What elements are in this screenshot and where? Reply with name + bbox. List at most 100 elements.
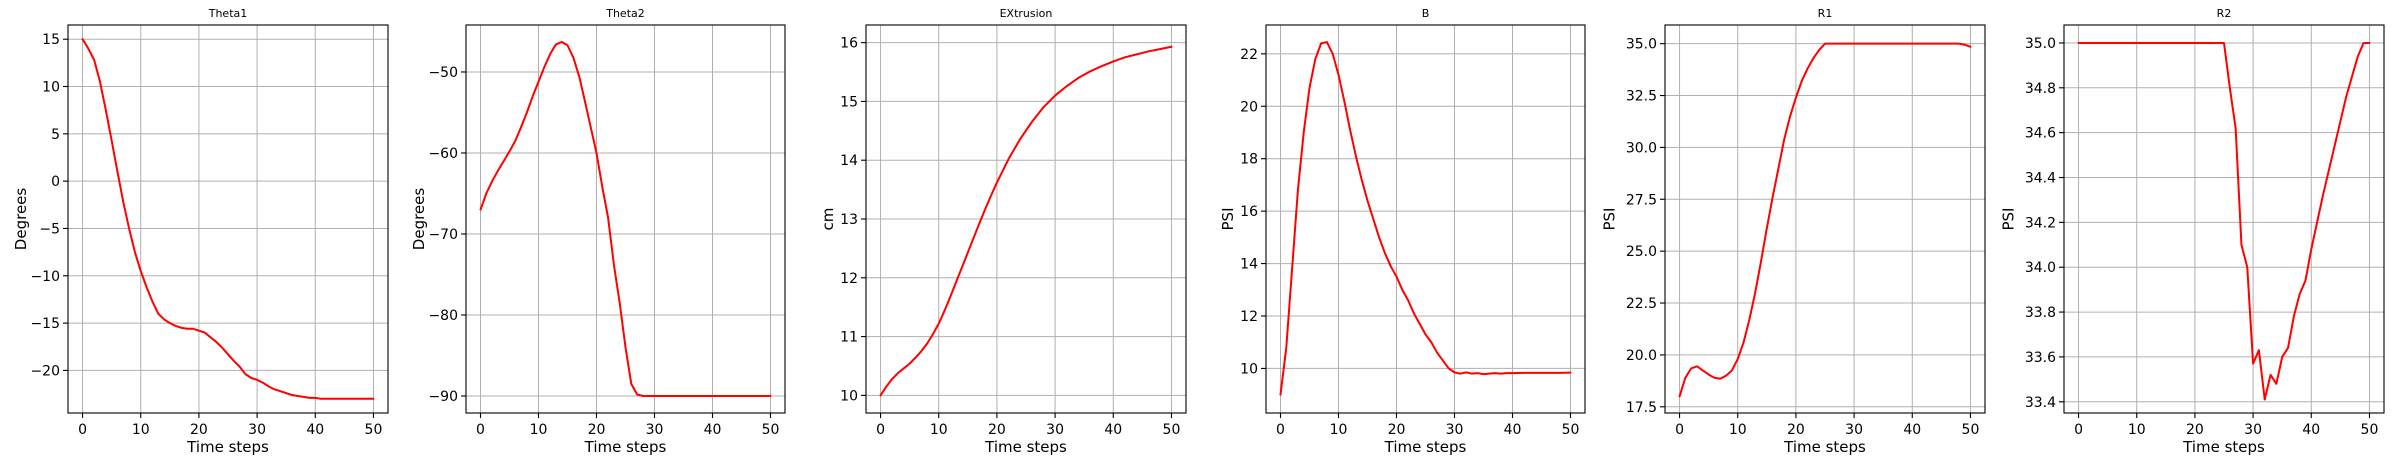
y-tick-label: 34.4 <box>2025 171 2056 187</box>
x-tick-label: 20 <box>988 422 1006 438</box>
x-tick-label: 0 <box>876 422 885 438</box>
x-tick-label: 50 <box>365 422 383 438</box>
x-tick-label: 30 <box>248 422 266 438</box>
x-tick-label: 40 <box>1903 422 1921 438</box>
x-tick-label: 30 <box>2244 422 2262 438</box>
y-tick-label: −70 <box>428 227 458 243</box>
y-tick-label: 33.8 <box>2025 305 2056 321</box>
y-tick-label: 13 <box>840 212 858 228</box>
axes-frame <box>1664 24 1986 414</box>
series-line <box>1279 41 1572 396</box>
y-tick-label: 34.0 <box>2025 260 2056 276</box>
x-tick-label: 10 <box>2128 422 2146 438</box>
y-tick-label: 34.2 <box>2025 215 2056 231</box>
x-tick-label: 40 <box>704 422 722 438</box>
y-tick-label: 15 <box>840 94 858 110</box>
y-tick-label: 34.6 <box>2025 126 2056 142</box>
y-tick-label: −10 <box>30 269 60 285</box>
y-tick-label: 0 <box>51 174 60 190</box>
y-tick-label: −5 <box>39 221 60 237</box>
subplot-6: 0 10 20 30 40 50 35.0 34.8 34.6 34.4 34.2 34.0 33.8 3… <box>2000 7 2385 456</box>
x-tick-label: 20 <box>588 422 606 438</box>
y-tick-label: 12 <box>840 271 858 287</box>
y-tick-label: −15 <box>30 316 60 332</box>
axes-frame <box>1265 24 1586 414</box>
x-tick-label: 40 <box>306 422 324 438</box>
x-tick-label: 20 <box>1388 422 1406 438</box>
x-tick-label: 30 <box>646 422 664 438</box>
chart-title: B <box>1422 7 1430 20</box>
x-tick-label: 10 <box>1729 422 1747 438</box>
series-line <box>2077 41 2371 401</box>
y-tick-label: 34.8 <box>2025 81 2056 97</box>
y-axis-label: PSI <box>1219 208 1237 231</box>
y-tick-label: 15 <box>42 32 60 48</box>
y-tick-label: 10 <box>840 388 858 404</box>
y-tick-label: 35.0 <box>2025 36 2056 52</box>
y-tick-label: −60 <box>428 146 458 162</box>
y-tick-label: 30.0 <box>1626 140 1657 156</box>
chart-title: Theta2 <box>605 7 645 20</box>
x-tick-label: 50 <box>1163 422 1181 438</box>
subplot-4: 0 10 20 30 40 50 22 20 18 16 14 12 10 B Time steps PSI <box>1219 7 1586 456</box>
y-tick-label: 22.5 <box>1626 296 1657 312</box>
chart-title: Theta1 <box>208 7 248 20</box>
y-axis-label: PSI <box>2000 208 2018 231</box>
y-tick-label: 20.0 <box>1626 348 1657 364</box>
x-tick-label: 50 <box>1962 422 1980 438</box>
chart-title: R2 <box>2217 7 2232 20</box>
x-tick-label: 20 <box>1787 422 1805 438</box>
y-tick-label: 33.6 <box>2025 350 2056 366</box>
x-tick-label: 50 <box>1562 422 1580 438</box>
y-axis-label: PSI <box>1601 208 1619 231</box>
x-tick-label: 0 <box>476 422 485 438</box>
y-tick-label: 35.0 <box>1626 37 1657 53</box>
x-tick-label: 30 <box>1845 422 1863 438</box>
chart-title: R1 <box>1818 7 1833 20</box>
y-tick-label: 14 <box>840 153 858 169</box>
axes-frame <box>67 24 389 414</box>
axes-frame <box>465 24 786 414</box>
x-tick-label: 40 <box>1504 422 1522 438</box>
x-tick-label: 0 <box>78 422 87 438</box>
y-tick-label: 32.5 <box>1626 89 1657 105</box>
chart-title: EXtrusion <box>1000 7 1053 20</box>
y-tick-label: 25.0 <box>1626 244 1657 260</box>
y-tick-label: 27.5 <box>1626 192 1657 208</box>
y-tick-label: 33.4 <box>2025 395 2056 411</box>
y-axis-label: Degrees <box>12 188 30 251</box>
x-tick-label: 10 <box>1330 422 1348 438</box>
x-tick-label: 0 <box>1276 422 1285 438</box>
x-axis-label: Time steps <box>1384 438 1467 456</box>
x-tick-label: 40 <box>1104 422 1122 438</box>
x-axis-label: Time steps <box>584 438 667 456</box>
x-tick-label: 40 <box>2302 422 2320 438</box>
x-tick-label: 30 <box>1046 422 1064 438</box>
y-tick-label: 14 <box>1240 257 1258 273</box>
x-tick-label: 30 <box>1446 422 1464 438</box>
x-tick-label: 0 <box>1675 422 1684 438</box>
series-line <box>81 38 375 400</box>
y-axis-label: cm <box>819 208 837 231</box>
y-tick-label: −80 <box>428 308 458 324</box>
subplot-3: 0 10 20 30 40 50 16 15 14 13 12 11 10 EXtrusion Time s… <box>819 7 1187 456</box>
series-line <box>479 41 772 397</box>
x-axis-label: Time steps <box>2182 438 2265 456</box>
y-tick-label: 11 <box>840 330 858 346</box>
x-tick-label: 20 <box>2186 422 2204 438</box>
x-tick-label: 10 <box>530 422 548 438</box>
y-tick-label: 20 <box>1240 99 1258 115</box>
x-axis-label: Time steps <box>1783 438 1866 456</box>
x-axis-label: Time steps <box>186 438 269 456</box>
series-line <box>879 45 1173 397</box>
y-tick-label: −90 <box>428 389 458 405</box>
y-tick-label: 5 <box>51 127 60 143</box>
x-tick-label: 10 <box>132 422 150 438</box>
x-tick-label: 10 <box>930 422 948 438</box>
subplot-2: 0 10 20 30 40 50 −50 −60 −70 −80 −90 Theta2 Time ste… <box>410 7 786 456</box>
y-tick-label: 10 <box>1240 361 1258 377</box>
y-tick-label: 12 <box>1240 309 1258 325</box>
y-axis-label: Degrees <box>410 188 428 251</box>
subplot-5: 0 10 20 30 40 50 35.0 32.5 30.0 27.5 25.0 22.5 20.0 1… <box>1601 7 1986 456</box>
